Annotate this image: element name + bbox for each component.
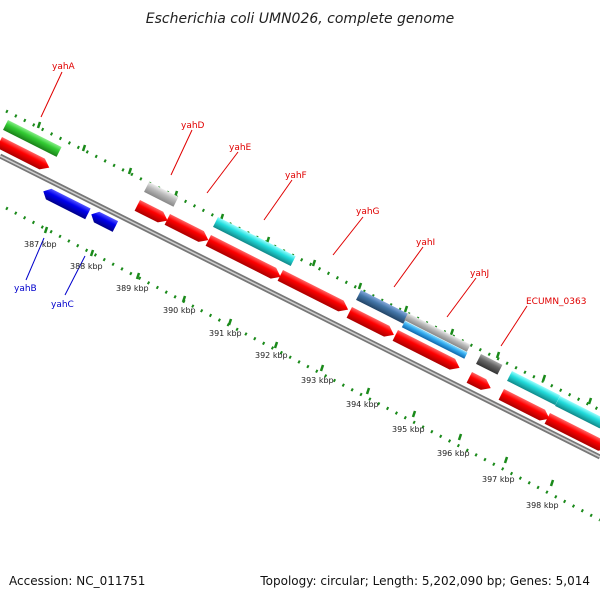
- kbp-label: 393 kbp: [301, 376, 334, 385]
- feature-yahC-cds: [91, 211, 119, 232]
- feature-yahF-gene: [213, 217, 296, 267]
- feature-right-gene-2: [555, 396, 600, 429]
- kbp-label: 394 kbp: [346, 400, 379, 409]
- feature-yahG-cds: [277, 270, 349, 312]
- feature-right-gene-1: [507, 371, 561, 406]
- gene-label-yahE: yahE: [229, 143, 252, 153]
- gene-label-yahB: yahB: [14, 284, 37, 294]
- gene-label-yahC: yahC: [51, 300, 74, 310]
- topology-text: Topology: circular; Length: 5,202,090 bp…: [259, 574, 590, 588]
- feature-yahD-gene: [144, 182, 179, 207]
- accession-text: Accession: NC_011751: [9, 574, 145, 588]
- feature-yahJ-cds: [392, 330, 460, 370]
- map-title: Escherichia coli UMN026, complete genome: [146, 11, 454, 27]
- gene-label-yahJ: yahJ: [470, 269, 489, 279]
- feature-yahE-cds: [164, 214, 209, 242]
- gene-label-yahF: yahF: [285, 171, 307, 181]
- genome-backbone: [0, 153, 600, 460]
- kbp-label: 392 kbp: [255, 351, 288, 360]
- kbp-label: 396 kbp: [437, 449, 470, 458]
- feature-yahF-cds: [205, 235, 281, 279]
- gene-label-ECUMN_0363: ECUMN_0363: [526, 297, 586, 307]
- upper-tick-track: [5, 109, 600, 412]
- feature-right-cds-2: [544, 413, 600, 451]
- kbp-label: 389 kbp: [116, 284, 149, 293]
- feature-ECUMN_0363-gene: [476, 354, 503, 375]
- feature-yahA-gene: [3, 120, 62, 157]
- features: [0, 120, 600, 451]
- kbp-label: 388 kbp: [70, 262, 103, 271]
- gene-labels: yahA yahD yahE yahF yahG yahI yahJ ECUMN…: [14, 62, 586, 310]
- feature-right-cds-1: [498, 389, 550, 421]
- kbp-label: 387 kbp: [24, 240, 57, 249]
- label-leaders: [25, 71, 528, 347]
- feature-yahI-cds: [346, 307, 394, 337]
- feature-yahI-gene: [356, 290, 409, 324]
- feature-yahB-cds: [43, 188, 91, 220]
- upper-major-ticks: [36, 121, 593, 405]
- track-group: [0, 71, 600, 522]
- kbp-label: 398 kbp: [526, 501, 559, 510]
- lower-tick-track: [5, 206, 600, 522]
- gene-label-yahA: yahA: [52, 62, 76, 72]
- feature-yahJ-gene: [404, 313, 471, 352]
- gene-label-yahI: yahI: [416, 238, 435, 248]
- kbp-label: 397 kbp: [482, 475, 515, 484]
- gene-label-yahD: yahD: [181, 121, 205, 131]
- kbp-label: 390 kbp: [163, 306, 196, 315]
- gene-label-yahG: yahG: [356, 207, 380, 217]
- lower-major-ticks: [43, 226, 555, 487]
- kbp-labels: 387 kbp 388 kbp 389 kbp 390 kbp 391 kbp …: [24, 240, 559, 510]
- feature-ECUMN_0363-cds: [466, 372, 491, 390]
- feature-yahA-cds: [0, 137, 50, 170]
- kbp-label: 395 kbp: [392, 425, 425, 434]
- feature-yahD-cds: [134, 200, 168, 223]
- feature-yahJ-region: [401, 321, 468, 359]
- kbp-label: 391 kbp: [209, 329, 242, 338]
